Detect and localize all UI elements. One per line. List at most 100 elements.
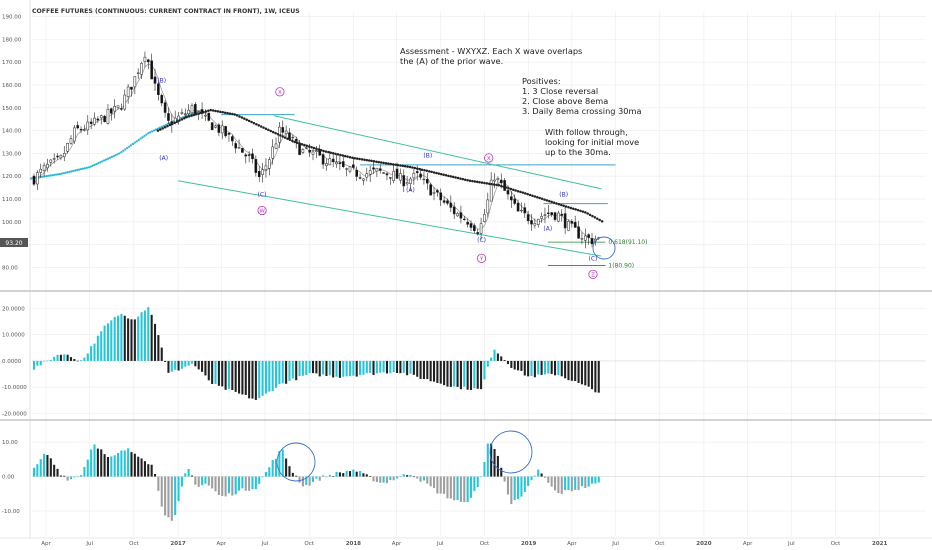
ema8-dot [192,113,196,117]
candle-body [59,155,63,159]
ema8-dot [475,180,479,184]
candle-body [348,166,352,172]
candle-body [422,178,426,181]
ema8-dot [204,110,208,113]
candle-body [459,212,463,219]
osc2-bar [201,476,204,486]
candle-body [462,218,466,221]
candle-body [419,173,422,178]
osc1-bar [553,360,557,376]
osc2-bar [527,476,530,486]
candle-body [304,147,308,149]
ema8-dot [425,169,429,173]
ema8-dot [572,207,575,210]
osc1-bar [480,360,483,390]
osc1-bar [517,360,520,371]
candle-body [456,213,459,217]
ema8-dot [269,129,272,133]
osc1-bar [332,360,335,378]
osc2-bar [486,443,489,477]
x-tick-label: Jul [85,541,93,547]
x-tick-label: 2020 [696,541,711,547]
candle-body [587,234,590,238]
ema8-dot [576,208,580,212]
x-tick-label: Apr [41,541,51,547]
candle-body [163,102,167,113]
candle-body [362,178,365,181]
osc1-bar [167,360,170,373]
ema8-dot [471,179,474,183]
osc2-bar [402,474,405,477]
osc2-bar [174,476,177,516]
osc2-bar [399,476,402,477]
osc2-bar [537,469,540,477]
candle-body [123,94,127,110]
osc1-bar [281,360,284,384]
osc1-bar [466,360,469,390]
ma-dot [139,137,142,140]
ema8-dot [207,109,210,113]
candle-body [247,154,251,156]
osc1-bar [389,360,392,374]
wave-label-small: (B) [423,153,432,160]
osc2-bar [130,452,133,477]
osc1-y-tick: 0.0000 [2,359,22,365]
osc2-bar [517,476,520,500]
osc2-bar [409,474,412,477]
osc2-bar [453,476,456,501]
candle-body [355,169,358,177]
candle-body [187,109,190,115]
price-y-tick: 80.00 [2,265,18,271]
ema8-dot [545,199,549,202]
osc1-bar [416,360,419,377]
ema8-dot [560,203,563,207]
osc1-bar [69,357,73,361]
osc1-bar [194,360,197,367]
osc1-bar [106,323,109,361]
osc1-bar [564,360,567,379]
ema8-dot [509,187,513,191]
osc2-bar [419,476,422,482]
candle-body [489,179,493,202]
osc1-bar [147,307,150,361]
osc1-bar [113,316,116,361]
candle-body [69,138,73,144]
ma-dot [85,166,88,169]
ema8-dot [524,192,527,195]
candle-body [553,212,557,220]
candle-body [32,175,36,185]
osc2-bar [429,476,432,487]
ema8-dot [406,165,409,168]
ema8-dot [216,110,220,113]
candle-body [510,196,513,201]
ma-dot [72,169,75,173]
osc2-bar [375,476,378,483]
candle-body [469,223,473,228]
ema8-dot [291,139,294,143]
candle-body [52,158,56,160]
ema8-dot [197,112,200,115]
osc2-bar [564,476,567,491]
ema8-dot [591,214,594,218]
osc1-bar [382,360,385,373]
osc1-bar [469,360,473,390]
osc1-bar [258,360,261,399]
osc2-bar [352,469,355,477]
osc2-bar [271,460,274,477]
osc2-bar [147,464,150,477]
ema8-dot [579,209,582,213]
ema8-dot [312,146,316,150]
candle-body [439,192,443,201]
candle-body [331,158,335,162]
price-y-tick: 170.00 [2,60,22,66]
osc2-bar [86,459,89,477]
ema8-dot [327,150,330,154]
osc1-bar [190,360,194,364]
osc1-bar [402,360,405,373]
osc1-bar [298,360,301,377]
ema8-dot [358,157,361,161]
candle-body [466,221,469,225]
ma-dot [101,160,104,163]
oscillator-pane-2: 10.00 0.00 -10.00 [2,430,926,521]
osc1-bar [399,360,402,374]
